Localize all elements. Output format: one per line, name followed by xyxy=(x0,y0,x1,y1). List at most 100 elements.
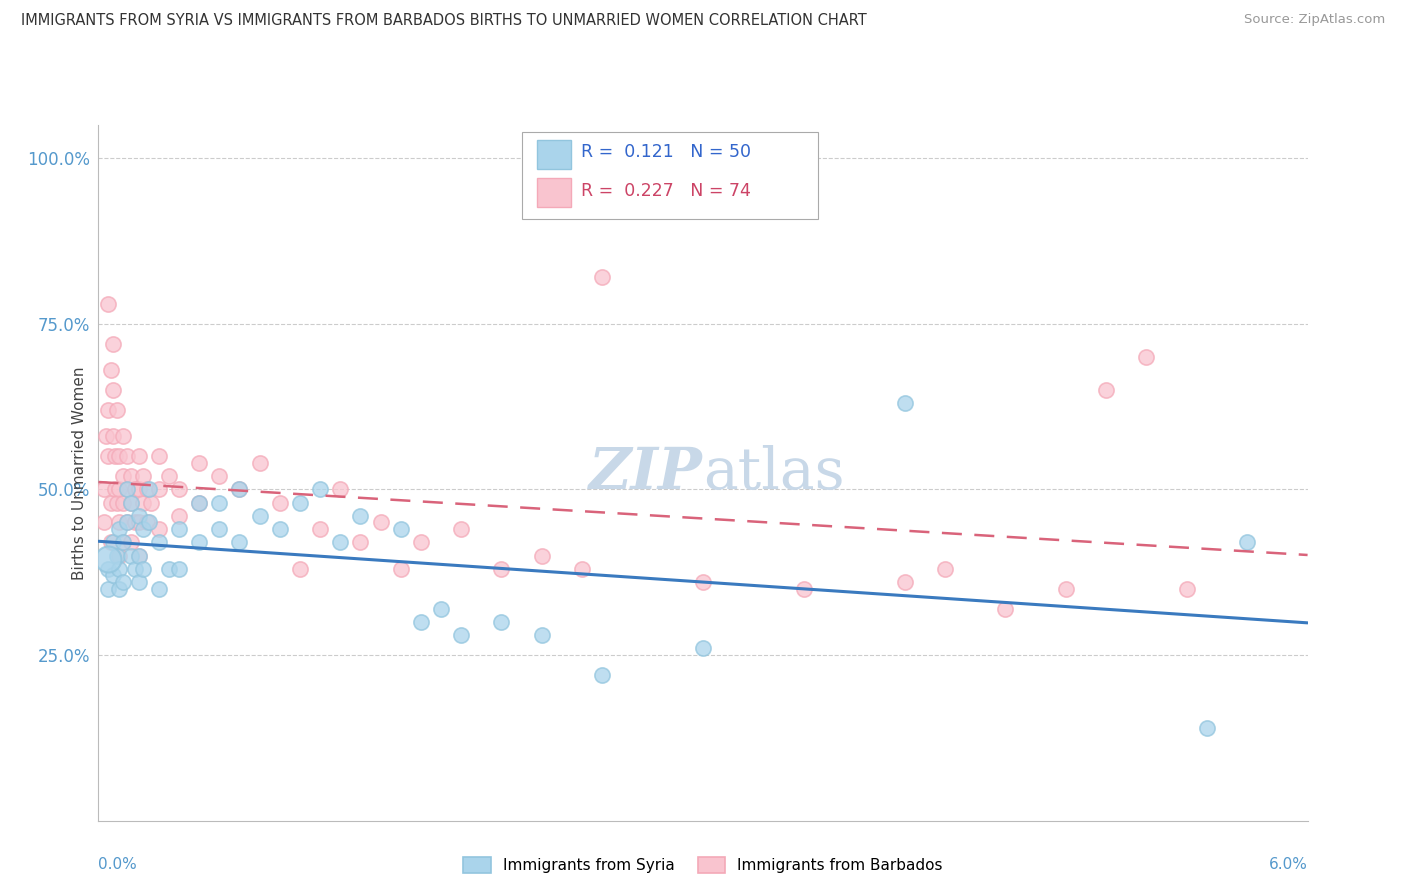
Point xyxy=(269,522,291,536)
Point xyxy=(450,522,472,536)
Point xyxy=(120,549,142,563)
Point xyxy=(409,535,432,549)
Point xyxy=(97,552,120,566)
Text: R =  0.121   N = 50: R = 0.121 N = 50 xyxy=(581,143,751,161)
Point xyxy=(124,562,146,576)
Point xyxy=(103,449,125,463)
Point xyxy=(111,495,134,509)
Point xyxy=(115,483,138,497)
Point xyxy=(128,549,150,563)
Point xyxy=(167,508,190,523)
Point xyxy=(571,562,593,576)
Point xyxy=(97,449,120,463)
Point xyxy=(934,562,956,576)
Point xyxy=(128,508,150,523)
Point xyxy=(530,549,553,563)
Point xyxy=(93,516,115,530)
Point xyxy=(128,449,150,463)
Point xyxy=(100,363,122,377)
Point xyxy=(111,535,134,549)
Point xyxy=(105,495,128,509)
Point xyxy=(893,575,915,590)
Point xyxy=(288,562,311,576)
Text: IMMIGRANTS FROM SYRIA VS IMMIGRANTS FROM BARBADOS BIRTHS TO UNMARRIED WOMEN CORR: IMMIGRANTS FROM SYRIA VS IMMIGRANTS FROM… xyxy=(21,13,868,29)
Point xyxy=(148,582,170,596)
Point xyxy=(97,402,120,417)
Point xyxy=(107,562,129,576)
Point xyxy=(97,562,120,576)
Text: ZIP: ZIP xyxy=(589,444,703,501)
Point xyxy=(430,601,453,615)
Point xyxy=(132,522,155,536)
Point xyxy=(139,495,162,509)
Point xyxy=(188,495,211,509)
Point xyxy=(450,628,472,642)
Point xyxy=(107,483,129,497)
Point xyxy=(101,383,124,397)
Point xyxy=(329,483,352,497)
Point xyxy=(100,535,122,549)
Point xyxy=(228,483,250,497)
Point xyxy=(101,429,124,443)
Point xyxy=(1095,383,1118,397)
Point xyxy=(370,516,392,530)
Point xyxy=(167,562,190,576)
Point xyxy=(157,469,180,483)
Point xyxy=(148,449,170,463)
Point xyxy=(349,508,371,523)
Point xyxy=(188,495,211,509)
Point xyxy=(591,668,613,682)
Point xyxy=(692,575,714,590)
Point xyxy=(128,483,150,497)
Point xyxy=(228,483,250,497)
Point xyxy=(167,483,190,497)
Point xyxy=(1135,350,1157,364)
Point xyxy=(1175,582,1198,596)
Point xyxy=(132,562,155,576)
Point xyxy=(105,402,128,417)
Y-axis label: Births to Unmarried Women: Births to Unmarried Women xyxy=(72,366,87,580)
Point xyxy=(107,549,129,563)
Point xyxy=(208,469,231,483)
Point xyxy=(120,495,142,509)
Point xyxy=(107,516,129,530)
Text: atlas: atlas xyxy=(703,445,845,500)
Point xyxy=(893,396,915,410)
Point xyxy=(167,522,190,536)
Point xyxy=(107,522,129,536)
Point xyxy=(132,495,155,509)
Point xyxy=(128,516,150,530)
Point xyxy=(793,582,815,596)
Text: 0.0%: 0.0% xyxy=(98,857,138,872)
Point xyxy=(309,522,332,536)
Point xyxy=(692,641,714,656)
Point xyxy=(101,568,124,582)
Point xyxy=(107,582,129,596)
Point xyxy=(93,483,115,497)
Point xyxy=(111,429,134,443)
Point xyxy=(269,495,291,509)
Text: 6.0%: 6.0% xyxy=(1268,857,1308,872)
Point xyxy=(1195,721,1218,735)
Point xyxy=(103,483,125,497)
Point xyxy=(228,535,250,549)
FancyBboxPatch shape xyxy=(537,178,571,207)
Point xyxy=(138,483,160,497)
Point xyxy=(107,449,129,463)
Point xyxy=(148,522,170,536)
Point xyxy=(115,516,138,530)
Point xyxy=(124,516,146,530)
Point xyxy=(409,615,432,629)
Point xyxy=(491,615,513,629)
Point xyxy=(389,562,412,576)
Text: Source: ZipAtlas.com: Source: ZipAtlas.com xyxy=(1244,13,1385,27)
Point xyxy=(120,535,142,549)
Point xyxy=(491,562,513,576)
Point xyxy=(115,449,138,463)
Point xyxy=(115,516,138,530)
Point xyxy=(1236,535,1258,549)
Point xyxy=(208,495,231,509)
Point xyxy=(148,535,170,549)
Text: R =  0.227   N = 74: R = 0.227 N = 74 xyxy=(581,182,751,201)
Point xyxy=(111,575,134,590)
